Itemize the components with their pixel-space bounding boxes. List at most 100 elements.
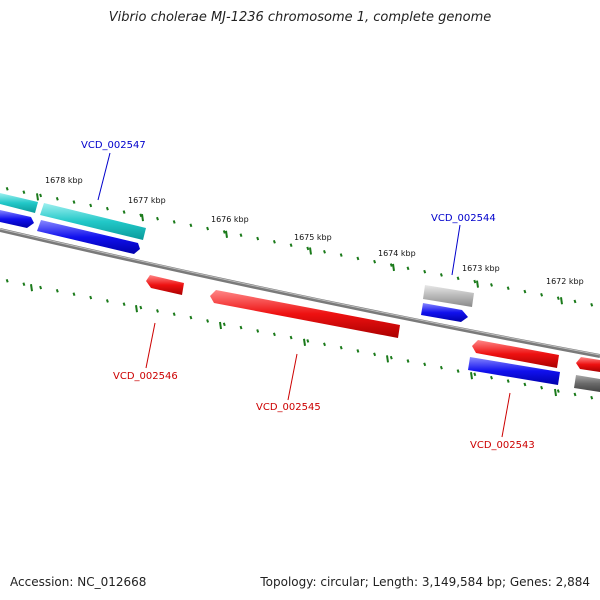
gene-arrow-cyan-left [0,193,38,213]
minor-tick [289,335,293,340]
minor-tick [256,329,260,333]
accession-text: Accession: NC_012668 [10,575,147,589]
minor-tick [439,273,443,277]
gene-label-vcd-002544[interactable]: VCD_002544 [431,213,496,224]
minor-tick [122,210,126,214]
minor-tick [473,372,477,377]
minor-tick [222,322,226,327]
minor-tick [339,253,343,257]
major-tick [392,263,395,272]
major-tick [135,305,138,313]
minor-tick [189,223,193,228]
major-tick [560,297,563,305]
minor-tick [323,342,326,347]
minor-tick [39,193,43,198]
major-tick [386,355,389,363]
minor-tick [406,359,410,363]
minor-tick [289,243,293,247]
leader-line-vcd-002546 [145,322,156,369]
gene-arrow-red-edge [576,357,600,372]
minor-tick [423,362,427,367]
minor-tick [573,299,577,304]
minor-tick [172,220,176,224]
minor-tick [556,296,560,300]
minor-tick [55,196,59,201]
major-tick [470,372,473,380]
inner-tick-row [5,279,594,400]
gene-label-vcd-002543[interactable]: VCD_002543 [470,440,535,451]
minor-tick [523,382,527,387]
gene-label-vcd-002546[interactable]: VCD_002546 [113,371,178,382]
minor-tick [105,206,109,211]
minor-tick [590,302,594,307]
minor-tick [239,325,243,330]
minor-tick [89,295,93,300]
gene-arrow-gray [423,285,474,307]
major-tick [219,321,222,330]
gene-label-vcd-002545[interactable]: VCD_002545 [256,402,321,413]
minor-tick [306,339,310,343]
minor-tick [72,200,76,204]
minor-tick [272,332,276,337]
minor-tick [89,203,93,208]
minor-tick [456,369,460,373]
tick-label: 1673 kbp [462,264,500,273]
minor-tick [389,355,393,360]
reverse-genes [146,275,600,392]
minor-tick [222,230,226,234]
gene-arrow-cyan [40,203,146,240]
tick-label: 1672 kbp [546,277,584,286]
gene-arrow-dark-edge [574,375,600,392]
gene-arrow-red-small [146,275,184,295]
major-tick [36,193,39,201]
gene-arrow-blue-3 [468,357,560,385]
minor-tick [439,365,443,370]
minor-tick [189,315,193,320]
gene-arrow-red-right [472,340,559,368]
gene-arrow-blue-2 [421,303,468,322]
major-tick [141,214,144,222]
minor-tick [306,246,310,251]
minor-tick [72,292,76,297]
minor-tick [490,375,493,380]
minor-tick [172,312,176,317]
minor-tick [323,249,326,254]
minor-tick [590,395,594,400]
minor-tick [256,236,260,241]
minor-tick [490,283,493,287]
minor-tick [105,299,109,303]
gene-label-vcd-002547[interactable]: VCD_002547 [81,140,146,151]
minor-tick [139,213,143,218]
minor-tick [239,233,243,238]
minor-tick [373,259,377,264]
minor-tick [22,282,26,286]
major-tick [309,247,312,255]
minor-tick [122,302,126,307]
minor-tick [5,187,9,191]
minor-tick [506,379,510,383]
tick-label: 1675 kbp [294,233,332,242]
major-tick [30,284,33,292]
backbone-track [0,228,600,358]
minor-tick [389,263,393,267]
minor-tick [272,240,276,244]
minor-tick [473,279,477,284]
minor-tick [406,266,410,271]
minor-tick [556,389,560,393]
tick-label: 1677 kbp [128,196,166,205]
minor-tick [55,289,59,293]
genome-summary-text: Topology: circular; Length: 3,149,584 bp… [260,575,590,589]
minor-tick [540,385,544,390]
minor-tick [206,319,210,323]
major-tick [476,280,479,288]
minor-tick [339,345,343,350]
gene-arrow-blue-left [0,210,34,228]
minor-tick [540,293,544,297]
minor-tick [156,309,159,313]
minor-tick [139,305,143,310]
minor-tick [423,269,427,274]
minor-tick [573,392,577,397]
minor-tick [456,276,460,281]
minor-tick [5,279,9,283]
leader-line-vcd-002543 [501,392,511,438]
